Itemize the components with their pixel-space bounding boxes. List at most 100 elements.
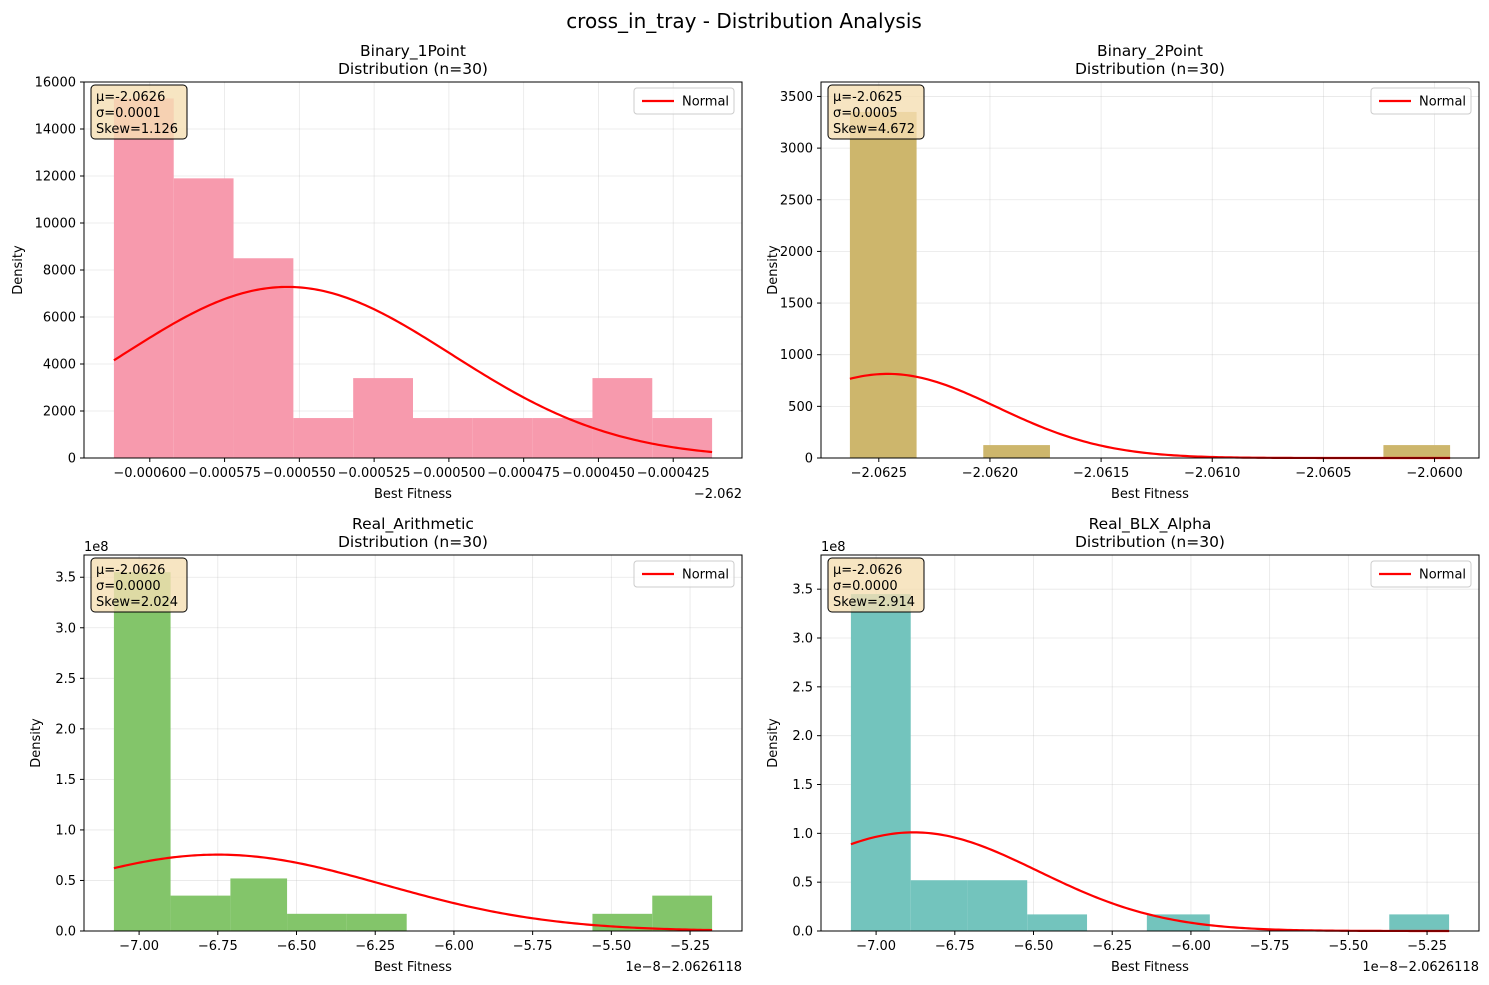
stats-line: μ=-2.0626: [833, 563, 902, 578]
x-tick-label: −6.00: [434, 939, 474, 954]
histogram-bar: [1383, 445, 1451, 458]
x-tick-label: −0.000425: [637, 466, 710, 481]
stats-box-frame: [827, 84, 925, 140]
x-tick-label: −5.75: [513, 939, 553, 954]
histogram-bar: [346, 913, 407, 931]
histogram-bar: [287, 913, 347, 931]
histogram-bar: [592, 378, 653, 458]
x-tick-label: −0.000525: [338, 466, 411, 481]
x-axis-label: Best Fitness: [374, 960, 452, 975]
histogram-bar: [113, 98, 174, 458]
histogram-bar: [967, 880, 1028, 931]
x-tick-label: −6.75: [935, 939, 975, 954]
legend-frame: [1370, 87, 1472, 115]
y-tick-label: 0: [68, 452, 76, 467]
histogram-bar: [233, 258, 294, 458]
subplot-title: Real_Arithmetic: [352, 515, 474, 534]
y-tick-label: 1.0: [792, 827, 813, 842]
legend-frame: [633, 560, 735, 588]
legend-label: Normal: [1419, 95, 1466, 110]
subplot-title: Real_BLX_Alpha: [1089, 515, 1212, 534]
x-tick-label: −7.00: [119, 939, 159, 954]
stats-line: σ=0.0000: [96, 579, 161, 594]
stats-box-frame: [90, 84, 188, 140]
subplot-4: −7.00 −6.75 −6.50 −6.25 −6.00 −5.75 −5.50 −5.25…: [766, 515, 1480, 975]
histogram-bar: [230, 878, 288, 931]
axes-frame: [820, 81, 1480, 459]
legend: Normal: [633, 87, 735, 115]
y-tick-label: 3.0: [55, 621, 76, 636]
x-tick-label: −2.0610: [1184, 466, 1240, 481]
x-tick-label: −5.25: [670, 939, 710, 954]
x-tick-label: −6.75: [198, 939, 238, 954]
axes-frame: [83, 554, 743, 932]
legend: Normal: [633, 560, 735, 588]
y-tick-label: 2.0: [55, 722, 76, 737]
y-tick-label: 3.5: [55, 571, 76, 586]
x-axis-label: Best Fitness: [1111, 487, 1189, 502]
subplot-title: Binary_1Point: [360, 42, 466, 61]
subplot-1: −0.000600 −0.000575 −0.000550 −0.000525 −0.0…: [11, 42, 743, 502]
x-tick-label: −0.000450: [562, 466, 635, 481]
legend-label: Normal: [682, 568, 729, 583]
y-tick-label: 3500: [780, 90, 813, 105]
stats-box-frame: [827, 557, 925, 613]
y-tick-label: 10000: [35, 217, 76, 232]
x-tick-label: −0.000600: [113, 466, 186, 481]
y-tick-label: 3.0: [792, 632, 813, 647]
legend-frame: [1370, 560, 1472, 588]
histogram-bar: [910, 880, 968, 931]
stats-line: σ=0.0005: [833, 106, 898, 121]
y-tick-label: 1.5: [792, 778, 813, 793]
x-tick-label: −2.0615: [1073, 466, 1129, 481]
legend-frame: [633, 87, 735, 115]
y-tick-label: 1000: [780, 348, 813, 363]
y-tick-label: 16000: [35, 76, 76, 91]
y-exponent-text: 1e8: [84, 540, 109, 555]
legend: Normal: [1370, 560, 1472, 588]
stats-line: Skew=2.914: [833, 595, 915, 610]
subplot-subtitle: Distribution (n=30): [1075, 60, 1225, 78]
x-tick-label: −5.50: [591, 939, 631, 954]
y-tick-label: 1.5: [55, 773, 76, 788]
stats-line: μ=-2.0626: [96, 90, 165, 105]
x-tick-label: −5.50: [1328, 939, 1368, 954]
stats-line: Skew=2.024: [96, 595, 178, 610]
subplot-title: Binary_2Point: [1097, 42, 1203, 61]
normal-curve: [849, 372, 1451, 460]
x-offset-text: 1e−8−2.0626118: [1362, 960, 1479, 975]
legend-label: Normal: [682, 95, 729, 110]
y-tick-label: 0.0: [55, 925, 76, 940]
y-tick-label: 6000: [43, 311, 76, 326]
histogram-bar: [849, 111, 917, 458]
x-tick-label: −6.50: [1014, 939, 1054, 954]
y-tick-label: 2.0: [792, 729, 813, 744]
x-tick-label: −6.00: [1171, 939, 1211, 954]
histogram-bar: [293, 418, 354, 458]
histogram-bar: [113, 572, 171, 931]
x-tick-label: −6.25: [355, 939, 395, 954]
normal-curve: [113, 853, 713, 932]
histogram-bar: [170, 895, 231, 931]
y-tick-label: 2.5: [792, 680, 813, 695]
histogram-bar: [1389, 914, 1450, 931]
y-tick-label: 2.5: [55, 672, 76, 687]
histogram-bar: [1027, 914, 1088, 931]
stats-line: Skew=1.126: [96, 122, 178, 137]
y-tick-label: 0.0: [792, 925, 813, 940]
histogram-bar: [850, 594, 911, 931]
subplot-subtitle: Distribution (n=30): [338, 60, 488, 78]
y-tick-label: 1500: [780, 297, 813, 312]
y-tick-label: 4000: [43, 358, 76, 373]
histogram-bar: [472, 418, 533, 458]
y-tick-label: 2500: [780, 193, 813, 208]
legend: Normal: [1370, 87, 1472, 115]
histogram-bar: [983, 445, 1050, 458]
histogram-bar: [413, 418, 473, 458]
stats-box-frame: [90, 557, 188, 613]
subplot-subtitle: Distribution (n=30): [1075, 533, 1225, 551]
x-tick-label: −0.000550: [263, 466, 336, 481]
x-tick-label: −0.000500: [412, 466, 485, 481]
